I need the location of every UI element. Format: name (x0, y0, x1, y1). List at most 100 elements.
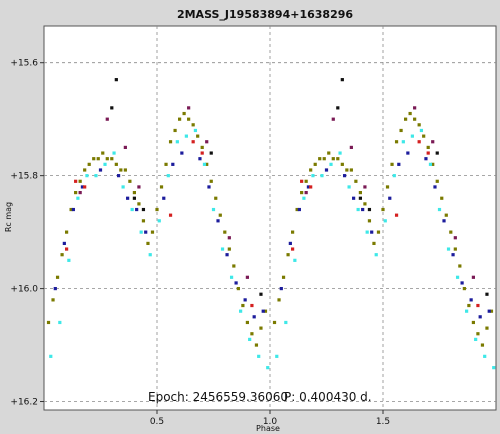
data-point-olive (313, 162, 317, 166)
data-point-olive (200, 145, 204, 150)
data-point-olive (87, 162, 91, 166)
data-point-olive (137, 202, 141, 206)
data-point-olive (218, 213, 222, 217)
data-point-navy (342, 174, 347, 178)
data-point-purple (137, 185, 141, 189)
data-point-red (65, 247, 69, 251)
data-point-olive (205, 162, 209, 166)
data-point-black (110, 106, 114, 110)
data-point-navy (207, 185, 211, 189)
data-point-purple (205, 140, 209, 144)
data-point-olive (471, 320, 475, 325)
data-point-olive (458, 264, 462, 268)
data-point-navy (53, 286, 57, 291)
data-point-olive (358, 190, 362, 195)
data-point-cyan (383, 219, 387, 223)
data-point-navy (98, 168, 103, 172)
data-point-red (250, 303, 254, 308)
data-point-olive (435, 179, 439, 183)
data-point-cyan (157, 219, 161, 223)
x-tick-label: 0.5 (150, 417, 164, 427)
data-point-cyan (175, 140, 179, 144)
data-point-olive (128, 179, 132, 183)
data-points (46, 78, 496, 370)
data-point-olive (413, 117, 417, 121)
data-point-navy (397, 162, 401, 166)
data-point-cyan (465, 309, 469, 313)
data-point-black (485, 292, 489, 296)
data-point-olive (236, 286, 240, 291)
x-axis-label: Phase (256, 424, 280, 433)
data-point-cyan (130, 207, 134, 212)
data-point-navy (433, 185, 437, 189)
data-point-cyan (103, 162, 107, 166)
period-annotation: P: 0.400430 d. (284, 390, 372, 404)
data-point-navy (162, 196, 166, 200)
data-point-cyan (329, 162, 333, 166)
data-point-cyan (320, 174, 324, 178)
data-point-navy (126, 196, 130, 200)
data-point-olive (345, 168, 349, 172)
x-axis-ticks: 0.5 1.0 1.5 (150, 410, 390, 427)
data-point-black (336, 106, 340, 110)
data-point-olive (223, 230, 227, 234)
data-point-olive (65, 230, 69, 234)
data-point-olive (291, 230, 295, 234)
data-point-olive (114, 162, 118, 166)
data-point-navy (487, 309, 491, 313)
data-point-olive (480, 343, 485, 347)
data-point-cyan (202, 162, 207, 166)
data-point-olive (467, 303, 471, 308)
data-point-olive (408, 111, 412, 116)
data-point-navy (116, 174, 121, 178)
data-point-olive (74, 190, 78, 195)
data-point-red (191, 140, 195, 144)
data-point-olive (453, 247, 457, 251)
data-point-black (259, 292, 263, 296)
data-point-olive (83, 168, 87, 172)
data-point-navy (243, 298, 247, 302)
data-point-olive (173, 128, 177, 133)
data-point-navy (71, 207, 75, 212)
data-point-cyan (401, 140, 405, 144)
data-point-cyan (211, 207, 216, 212)
data-point-navy (279, 286, 283, 291)
data-point-cyan (419, 128, 424, 133)
data-point-olive (367, 219, 372, 223)
data-point-purple (331, 117, 335, 121)
data-point-olive (69, 207, 73, 212)
data-point-olive (51, 298, 55, 302)
data-point-olive (318, 157, 322, 161)
data-point-cyan (410, 134, 414, 138)
data-point-olive (191, 123, 195, 127)
data-point-cyan (374, 253, 378, 257)
data-point-olive (336, 157, 340, 161)
data-point-cyan (302, 196, 306, 200)
data-point-black (367, 207, 372, 212)
data-point-red (476, 303, 480, 308)
data-point-olive (399, 128, 403, 133)
data-point-cyan (311, 174, 315, 178)
data-point-olive (417, 123, 421, 127)
data-point-purple (363, 185, 367, 189)
data-point-cyan (94, 174, 98, 178)
data-point-cyan (239, 309, 243, 313)
data-point-olive (295, 207, 299, 212)
data-point-olive (304, 179, 308, 183)
data-point-cyan (148, 253, 152, 257)
x-tick-label: 1.5 (376, 417, 390, 427)
data-point-olive (146, 241, 150, 246)
data-point-olive (485, 326, 489, 330)
data-point-navy (361, 207, 365, 212)
data-point-olive (259, 326, 263, 330)
x-tick-label: 1.0 (263, 417, 278, 427)
data-point-purple (431, 140, 435, 144)
data-point-cyan (428, 162, 433, 166)
data-point-red (74, 179, 78, 183)
data-point-olive (150, 230, 155, 234)
data-point-olive (232, 264, 236, 268)
data-point-olive (250, 332, 254, 336)
data-point-cyan (121, 185, 125, 189)
data-point-red (394, 213, 399, 217)
